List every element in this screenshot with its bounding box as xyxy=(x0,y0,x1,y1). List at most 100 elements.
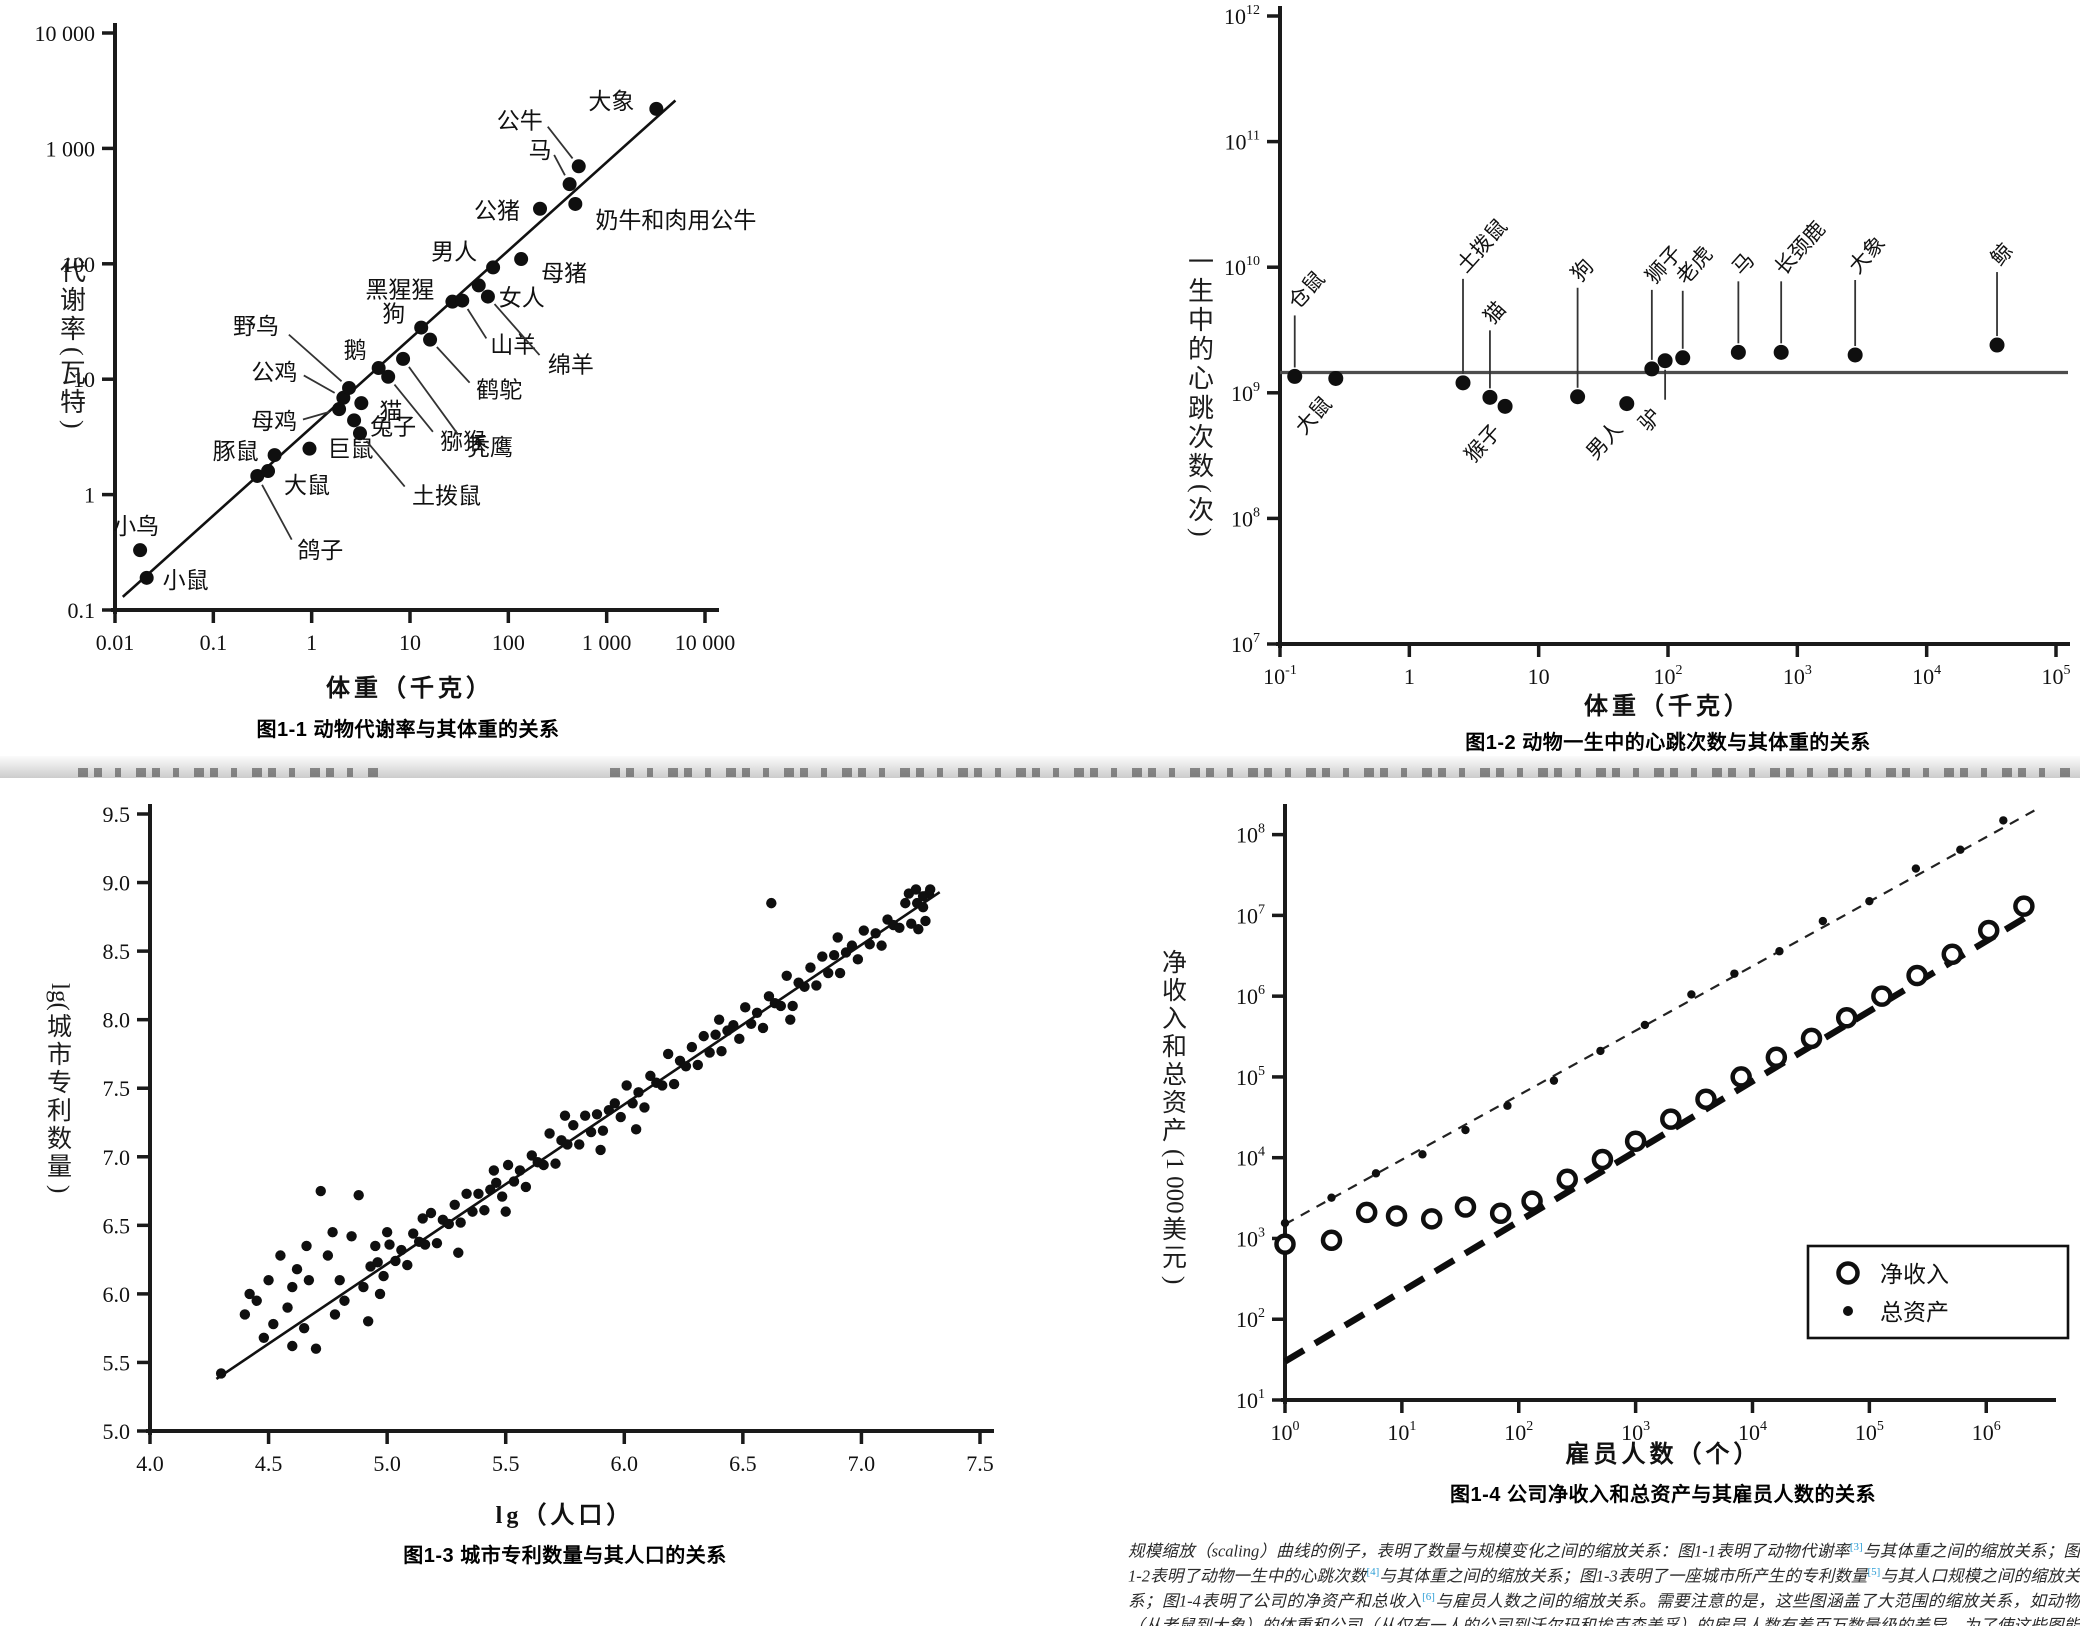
point-label: 大鼠 xyxy=(284,473,330,498)
y-tick-label: 9.0 xyxy=(103,871,131,896)
data-point xyxy=(354,396,369,411)
y-tick-label: 10 000 xyxy=(35,21,96,46)
data-point xyxy=(425,1207,437,1219)
data-point xyxy=(332,402,347,417)
data-point xyxy=(384,1239,395,1250)
point-label: 土拨鼠 xyxy=(412,483,481,508)
data-point xyxy=(455,1217,466,1228)
data-point xyxy=(485,1184,496,1195)
data-point xyxy=(894,922,905,934)
point-label: 仓鼠 xyxy=(1284,267,1330,314)
reference-marker: [6] xyxy=(1422,1591,1435,1603)
y-tick-label: 109 xyxy=(1231,380,1260,406)
data-point xyxy=(258,1332,270,1343)
point-label: 男人 xyxy=(1582,417,1628,464)
y-tick-label: 7.5 xyxy=(103,1076,131,1101)
data-point-open xyxy=(1591,1148,1614,1171)
data-point xyxy=(858,925,869,936)
data-point xyxy=(1818,916,1828,926)
data-point xyxy=(1956,845,1965,854)
data-point-open xyxy=(1355,1201,1378,1224)
data-point xyxy=(846,940,858,951)
data-point xyxy=(649,101,664,116)
data-point xyxy=(713,1014,725,1025)
data-point xyxy=(538,1159,549,1171)
data-point xyxy=(1657,353,1673,369)
data-point xyxy=(244,1288,255,1300)
x-tick-label: 103 xyxy=(1783,663,1812,689)
point-label: 野鸟 xyxy=(233,314,279,339)
data-point xyxy=(657,1080,668,1091)
x-tick-label: 6.5 xyxy=(729,1451,757,1476)
point-label: 老虎 xyxy=(1672,242,1718,289)
data-point xyxy=(852,954,864,965)
figure-caption: 图1-2 动物一生中的心跳次数与其体重的关系 xyxy=(1465,732,1871,754)
label-leader xyxy=(408,366,459,436)
data-point xyxy=(133,543,148,558)
data-point-open xyxy=(1800,1027,1823,1050)
data-point xyxy=(346,1231,357,1242)
heartbeats-chart: 10-1 1 10 102 103 104 105 107 108 109 1010 1011 1012… xyxy=(1224,3,2071,720)
data-point xyxy=(645,1070,656,1082)
point-label: 巨鼠 xyxy=(327,437,373,462)
data-point xyxy=(329,1309,341,1320)
data-point xyxy=(633,1087,644,1098)
data-point xyxy=(402,1259,413,1271)
note-text: 与其体重之间的缩放关系；图1-2表明了动物一生中的心跳次数 xyxy=(1128,1541,2080,1586)
label-leader xyxy=(436,346,471,384)
data-point-open xyxy=(1871,985,1893,1007)
data-point xyxy=(268,1318,279,1330)
x-tick-label: 5.0 xyxy=(373,1451,401,1476)
data-point xyxy=(698,1030,709,1042)
data-point xyxy=(139,570,154,585)
y-tick-label: 9.5 xyxy=(103,802,131,827)
page-divider xyxy=(0,756,2080,778)
data-point xyxy=(591,1109,603,1120)
data-point xyxy=(449,1199,460,1210)
data-point xyxy=(461,1188,472,1199)
data-point-open xyxy=(1274,1233,1296,1255)
data-point xyxy=(787,1000,798,1012)
y-axis-title: 净收入和总资产 (1 000 美元) xyxy=(1161,950,1188,1284)
point-label: 马 xyxy=(1727,248,1759,280)
data-point xyxy=(571,159,586,174)
data-point xyxy=(1640,1020,1650,1030)
point-label: 小鸟 xyxy=(113,514,159,539)
x-tick-label: 4.0 xyxy=(136,1451,164,1476)
data-point xyxy=(1775,947,1784,956)
data-point xyxy=(1371,1169,1381,1178)
y-tick-label: 1012 xyxy=(1224,3,1260,29)
data-point xyxy=(597,1125,609,1136)
data-point xyxy=(1461,1125,1470,1135)
data-point xyxy=(352,426,367,441)
data-point xyxy=(668,1078,680,1090)
point-label: 马 xyxy=(529,138,552,163)
point-label: 秃鹰 xyxy=(467,435,513,460)
y-tick-label: 7.0 xyxy=(103,1145,131,1170)
data-point xyxy=(287,1281,298,1293)
x-tick-label: 1 xyxy=(306,630,317,655)
y-tick-label: 6.0 xyxy=(103,1282,131,1307)
data-point-open xyxy=(1521,1190,1543,1212)
data-point xyxy=(1482,389,1498,405)
y-tick-label: 107 xyxy=(1231,631,1260,657)
data-point xyxy=(414,320,429,335)
data-point xyxy=(491,1177,502,1189)
fit-line xyxy=(121,99,677,598)
data-point-open xyxy=(1765,1046,1788,1069)
data-point xyxy=(1287,368,1303,384)
x-tick-label: 10 000 xyxy=(675,630,736,655)
data-point xyxy=(396,351,411,366)
data-point xyxy=(811,980,822,991)
data-point xyxy=(310,1343,322,1354)
data-point xyxy=(263,1274,274,1286)
data-point xyxy=(347,413,362,428)
point-label: 长颈鹿 xyxy=(1770,217,1830,280)
data-point xyxy=(585,1126,597,1138)
x-tick-label: 0.1 xyxy=(200,630,228,655)
point-label: 小鼠 xyxy=(163,568,209,593)
data-point xyxy=(301,1240,312,1252)
data-point xyxy=(834,967,846,979)
point-label: 公牛 xyxy=(497,108,543,133)
